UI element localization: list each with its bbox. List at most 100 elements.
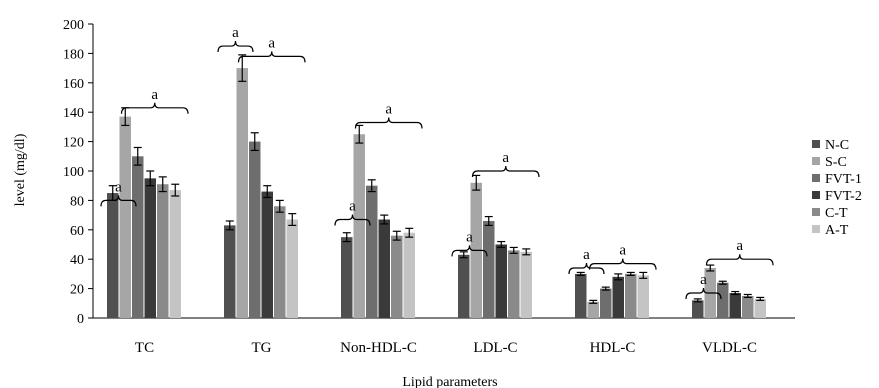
error-bar — [576, 271, 585, 276]
error-bar — [158, 176, 167, 193]
y-axis-ticks: 0 20 40 60 80 100 120 140 160 180 200 — [63, 18, 93, 327]
significance-bracket: a — [588, 243, 657, 270]
y-tick-label: 40 — [70, 253, 84, 268]
legend-swatch — [812, 157, 820, 165]
y-tick-label: 20 — [70, 283, 84, 298]
significance-bracket: a — [471, 150, 540, 178]
error-bars-group — [108, 54, 765, 304]
y-tick-label: 0 — [77, 312, 84, 327]
error-bar — [497, 240, 506, 249]
legend-item: C-T — [812, 206, 848, 221]
error-bar — [342, 232, 351, 243]
error-bar — [263, 185, 272, 199]
error-bar — [238, 54, 247, 82]
error-bar — [743, 293, 752, 299]
error-bar — [693, 298, 702, 303]
significance-label: a — [619, 243, 626, 259]
category-label: VLDL-C — [702, 340, 757, 356]
bar — [224, 225, 236, 318]
error-bar — [459, 251, 468, 259]
y-tick-label: 140 — [63, 106, 84, 121]
legend-label: FVT-2 — [825, 189, 862, 204]
bar — [119, 116, 131, 318]
error-bar — [380, 214, 389, 225]
legend-swatch — [812, 208, 820, 216]
legend-item: A-T — [812, 223, 849, 238]
category-label: LDL-C — [473, 340, 517, 356]
error-bar — [522, 248, 531, 256]
legend-label: C-T — [825, 206, 848, 221]
bar — [729, 293, 741, 318]
y-axis-title: level (mg/dl) — [13, 133, 28, 206]
error-bar — [731, 290, 740, 296]
y-tick-label: 120 — [63, 136, 84, 151]
error-bar — [146, 170, 155, 187]
bar — [144, 178, 156, 318]
bar — [391, 235, 403, 318]
legend-item: S-C — [812, 155, 847, 170]
category-label: HDL-C — [590, 340, 636, 356]
category-label: Non-HDL-C — [340, 340, 417, 356]
error-bar — [367, 179, 376, 193]
legend-swatch — [812, 140, 820, 148]
legend-item: N-C — [812, 138, 849, 153]
error-bar — [601, 286, 610, 291]
legend-item: FVT-1 — [812, 172, 862, 187]
bar — [378, 219, 390, 318]
significance-label: a — [151, 87, 158, 103]
bar — [600, 288, 612, 318]
legend-swatch — [812, 174, 820, 182]
error-bar — [275, 199, 284, 213]
error-bar — [288, 213, 297, 226]
significance-bracket: a — [568, 247, 605, 275]
legend-swatch — [812, 225, 820, 233]
bar — [717, 282, 729, 318]
error-bar — [250, 132, 259, 152]
error-bar — [589, 299, 598, 304]
bar — [107, 193, 119, 318]
bar — [612, 276, 624, 318]
bar — [692, 300, 704, 318]
error-bar — [133, 146, 142, 166]
bar — [483, 220, 495, 318]
bar — [403, 232, 415, 318]
error-bar — [639, 271, 648, 279]
bar — [458, 254, 470, 318]
y-tick-label: 60 — [70, 224, 84, 239]
significance-label: a — [349, 199, 356, 215]
significance-label: a — [466, 229, 473, 245]
category-label: TG — [252, 340, 272, 356]
significance-bracket: a — [354, 101, 423, 129]
significance-label: a — [736, 238, 743, 254]
bar — [169, 190, 181, 318]
bar — [520, 251, 532, 318]
significance-bracket: a — [334, 199, 371, 226]
legend-label: A-T — [825, 223, 849, 238]
bar — [157, 184, 169, 318]
error-bar — [509, 246, 518, 254]
significance-label: a — [115, 179, 122, 195]
significance-label: a — [232, 25, 239, 41]
x-axis-title: Lipid parameters — [402, 375, 497, 388]
significance-label: a — [385, 101, 392, 117]
bar — [341, 237, 353, 318]
y-tick-label: 100 — [63, 165, 84, 180]
legend: N-C S-C FVT-1 FVT-2 C-T A-T — [812, 138, 862, 238]
bar — [637, 275, 649, 318]
error-bar — [225, 220, 234, 231]
category-labels: TC TG Non-HDL-C LDL-C HDL-C VLDL-C — [135, 340, 757, 356]
y-tick-label: 160 — [63, 77, 84, 92]
significance-bracket: a — [100, 179, 137, 207]
significance-bracket: a — [217, 25, 254, 53]
error-bar — [171, 183, 180, 197]
bar — [132, 156, 144, 318]
significance-label: a — [700, 272, 707, 288]
bar — [366, 185, 378, 318]
significance-label: a — [268, 35, 275, 51]
error-bar — [392, 230, 401, 241]
bar — [575, 273, 587, 318]
legend-label: FVT-1 — [825, 172, 862, 187]
significance-bracket: a — [685, 272, 722, 300]
bar — [742, 295, 754, 318]
bar — [249, 141, 261, 318]
